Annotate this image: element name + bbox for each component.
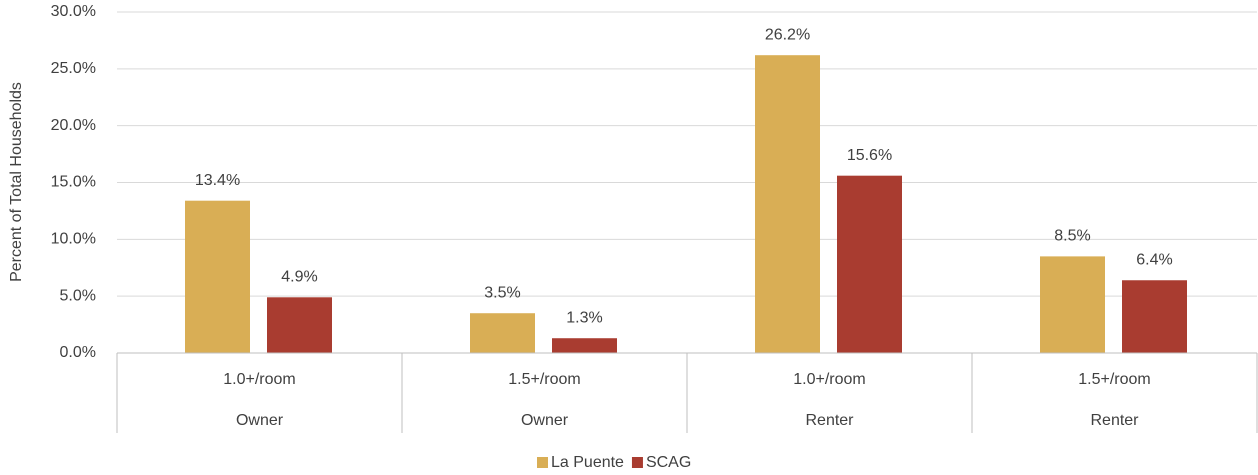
legend-label: La Puente [551,454,624,471]
data-label: 1.3% [566,309,602,326]
y-tick-label: 10.0% [51,231,96,248]
legend-swatch [537,457,548,468]
y-tick-label: 25.0% [51,60,96,77]
y-tick-label: 20.0% [51,117,96,134]
legend-swatch [631,457,643,468]
x-tick-label: 1.0+/room [223,371,295,388]
bar [552,338,617,353]
y-tick-label: 5.0% [60,287,96,304]
data-label: 3.5% [484,284,520,301]
data-label: 15.6% [847,147,892,164]
legend-label: SCAG [646,454,691,471]
data-label: 4.9% [281,269,317,286]
bar [470,313,535,353]
x-tick-label: 1.5+/room [508,371,580,388]
x-group-label: Renter [805,412,854,429]
bar [1122,280,1187,353]
data-label: 13.4% [195,172,240,189]
y-tick-label: 0.0% [60,344,96,361]
data-label: 6.4% [1136,251,1172,268]
bar [267,297,332,353]
x-tick-label: 1.5+/room [1078,371,1150,388]
bar [837,175,902,353]
bar [755,55,820,354]
x-group-label: Renter [1090,412,1139,429]
y-axis-title: Percent of Total Households [8,82,25,282]
x-group-label: Owner [521,412,569,429]
x-tick-label: 1.0+/room [793,371,865,388]
y-tick-label: 15.0% [51,174,96,191]
bar [185,200,250,353]
y-tick-label: 30.0% [51,3,96,20]
data-label: 8.5% [1054,228,1090,245]
x-group-label: Owner [236,412,284,429]
bar [1040,256,1105,353]
data-label: 26.2% [765,26,810,43]
